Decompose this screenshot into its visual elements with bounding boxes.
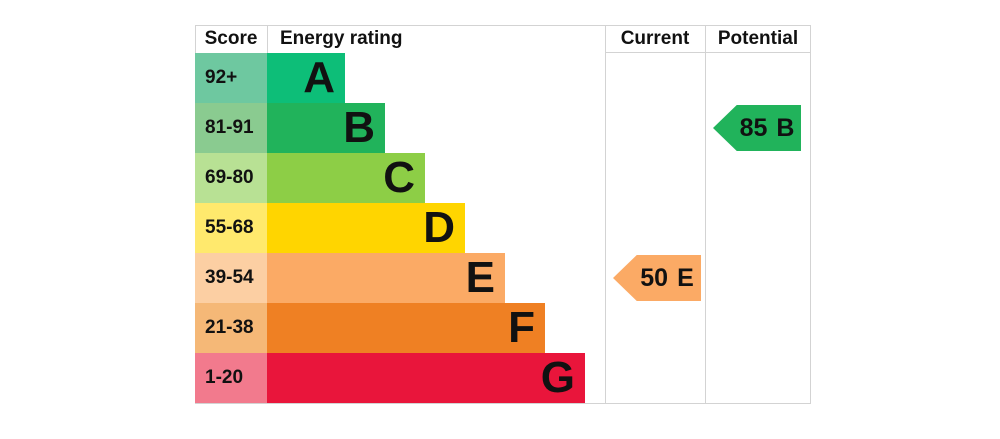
grid-line-bottom <box>195 403 811 404</box>
score-range-e: 39-54 <box>195 253 267 303</box>
grid-line-left <box>195 25 196 53</box>
rating-letter-f: F <box>508 303 535 352</box>
potential-letter: B <box>776 113 795 142</box>
current-value: 50 <box>640 263 669 292</box>
current-marker: 50 E <box>613 255 701 301</box>
rating-letter-g: G <box>540 353 575 402</box>
chart-table: Score Energy rating Current Potential 92… <box>195 25 811 405</box>
header-current: Current <box>620 28 690 49</box>
grid-line-potential-left <box>705 25 706 404</box>
rating-bar-g: G <box>267 353 585 403</box>
grid-line-top <box>195 25 811 26</box>
grid-line-right <box>810 25 811 404</box>
band-row-b: 81-91 B <box>195 103 585 153</box>
score-range-f: 21-38 <box>195 303 267 353</box>
band-rows: 92+ A 81-91 B 69-80 C 55-68 D 39-54 E 21… <box>195 53 585 403</box>
grid-line-current-left <box>605 25 606 404</box>
current-letter: E <box>677 263 694 292</box>
header-potential: Potential <box>717 28 799 49</box>
rating-letter-c: C <box>383 153 415 202</box>
rating-bar-d: D <box>267 203 465 253</box>
rating-letter-b: B <box>343 103 375 152</box>
potential-marker: 85 B <box>713 105 801 151</box>
rating-bar-f: F <box>267 303 545 353</box>
band-row-d: 55-68 D <box>195 203 585 253</box>
rating-bar-e: E <box>267 253 505 303</box>
table-header: Score Energy rating Current Potential <box>195 26 811 53</box>
header-energy-rating: Energy rating <box>280 28 403 49</box>
grid-line-header-bottom <box>605 52 811 53</box>
rating-bar-b: B <box>267 103 385 153</box>
rating-letter-d: D <box>423 203 455 252</box>
band-row-c: 69-80 C <box>195 153 585 203</box>
grid-line-score-divider <box>267 25 268 53</box>
score-range-b: 81-91 <box>195 103 267 153</box>
header-score: Score <box>204 28 258 49</box>
band-row-e: 39-54 E <box>195 253 585 303</box>
rating-bar-a: A <box>267 53 345 103</box>
score-range-c: 69-80 <box>195 153 267 203</box>
score-range-a: 92+ <box>195 53 267 103</box>
potential-value: 85 <box>739 113 768 142</box>
score-range-d: 55-68 <box>195 203 267 253</box>
rating-letter-e: E <box>465 253 495 302</box>
score-range-g: 1-20 <box>195 353 267 403</box>
rating-letter-a: A <box>303 53 335 102</box>
band-row-g: 1-20 G <box>195 353 585 403</box>
band-row-a: 92+ A <box>195 53 585 103</box>
rating-bar-c: C <box>267 153 425 203</box>
band-row-f: 21-38 F <box>195 303 585 353</box>
